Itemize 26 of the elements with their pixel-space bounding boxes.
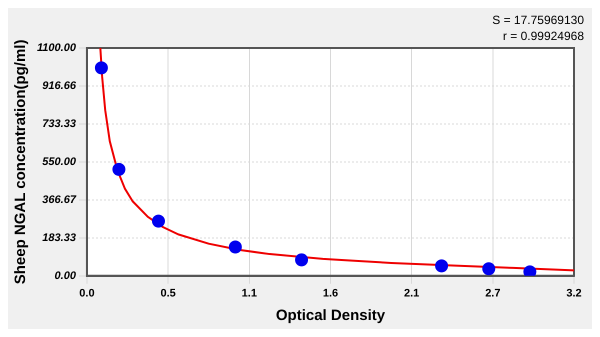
y-axis-title: Sheep NGAL concentration(pg/ml)	[12, 40, 30, 284]
y-tick-label: 1100.00	[36, 42, 77, 54]
x-tick-label: 0.0	[79, 287, 95, 300]
x-tick-label: 3.2	[566, 287, 582, 300]
point	[295, 253, 308, 266]
y-tick-label: 916.66	[42, 80, 77, 92]
x-tick-label: 1.1	[242, 287, 257, 300]
x-tick-label: 1.6	[322, 287, 338, 300]
x-tick-label: 0.5	[160, 287, 176, 300]
y-tick-label: 0.00	[54, 270, 77, 282]
y-tick-label: 366.67	[42, 194, 77, 206]
point	[523, 265, 536, 276]
x-tick-label: 2.1	[404, 287, 420, 300]
point	[112, 162, 126, 176]
y-tick-label: 733.33	[42, 118, 76, 130]
point	[228, 240, 242, 254]
y-tick-label: 183.33	[42, 232, 76, 244]
point	[435, 259, 448, 272]
y-tick-label: 550.00	[42, 156, 77, 168]
point	[152, 214, 165, 228]
x-tick-label: 2.7	[485, 287, 500, 300]
point	[482, 262, 496, 276]
x-axis-title: Optical Density	[276, 307, 386, 324]
point	[94, 61, 108, 74]
text: S = 17.75969130	[492, 13, 584, 27]
text: r = 0.99924968	[502, 29, 584, 43]
